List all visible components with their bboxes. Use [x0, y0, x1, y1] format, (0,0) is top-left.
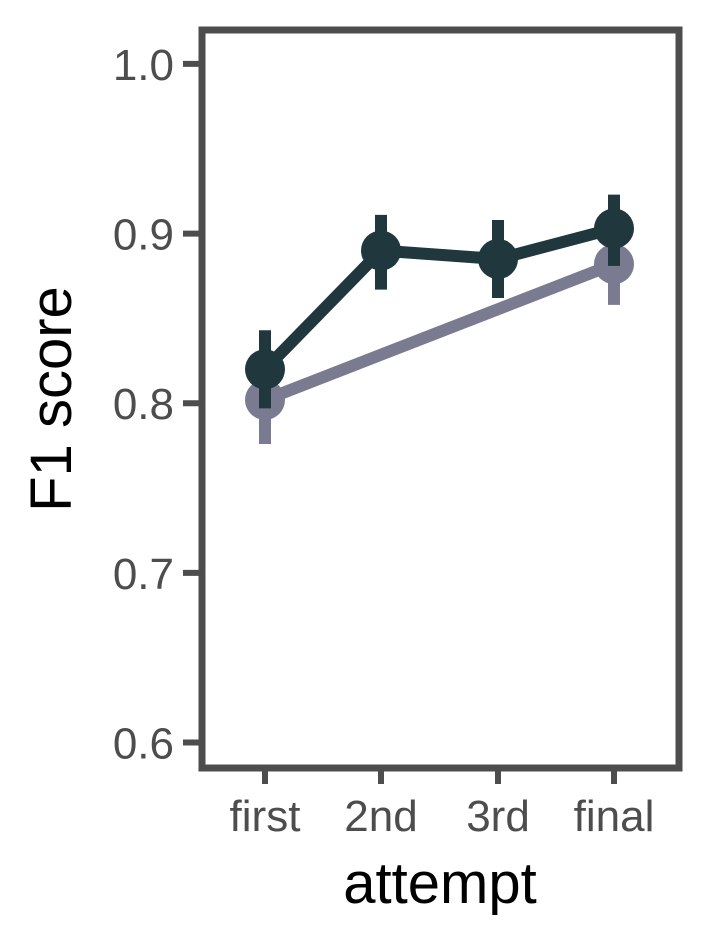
y-tick-label: 0.8	[113, 380, 174, 429]
series-layer	[245, 194, 634, 444]
series-2	[245, 194, 634, 409]
x-tick-label: first	[230, 792, 301, 841]
x-tick-label: 2nd	[344, 792, 417, 841]
y-axis-title: F1 score	[19, 286, 84, 512]
y-axis: 0.6 0.7 0.8 0.9 1.0	[113, 41, 202, 769]
data-point	[361, 230, 401, 271]
x-tick-label: 3rd	[466, 792, 530, 841]
y-tick-label: 1.0	[113, 41, 174, 90]
data-point	[594, 208, 634, 249]
series-1	[245, 223, 634, 444]
plot-frame	[198, 26, 683, 772]
series-line	[262, 258, 617, 406]
y-tick-label: 0.6	[113, 720, 174, 769]
data-point	[245, 349, 285, 390]
series-line	[260, 222, 616, 374]
x-axis-title: attempt	[343, 851, 536, 916]
x-axis: first 2nd 3rd final	[230, 768, 655, 841]
y-tick-label: 0.9	[113, 211, 174, 260]
x-tick-label: final	[574, 792, 655, 841]
data-point	[478, 239, 518, 280]
y-tick-label: 0.7	[113, 550, 174, 599]
